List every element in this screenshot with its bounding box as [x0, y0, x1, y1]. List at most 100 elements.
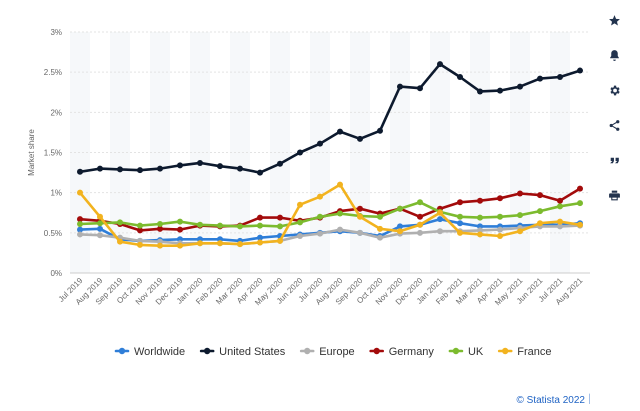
data-point-france [97, 213, 103, 220]
y-tick-label: 0.5% [44, 229, 62, 238]
legend-item-europe: Europe [319, 346, 354, 358]
data-point-united-states [277, 160, 283, 167]
data-point-germany [517, 190, 523, 197]
gear-icon [609, 85, 620, 95]
data-point-uk [137, 222, 143, 229]
settings-button[interactable] [596, 76, 632, 104]
data-point-uk [177, 218, 183, 225]
print-icon [608, 190, 620, 200]
data-point-france [77, 189, 83, 196]
data-point-france [457, 229, 463, 236]
share-button[interactable] [596, 111, 632, 139]
data-point-united-states [257, 169, 263, 176]
legend-item-france: France [517, 346, 551, 358]
data-point-united-states [337, 128, 343, 135]
notification-button[interactable] [596, 41, 632, 69]
data-point-uk [237, 223, 243, 230]
data-point-uk [417, 199, 423, 206]
data-point-united-states [237, 165, 243, 172]
data-point-germany [537, 192, 543, 199]
y-tick-label: 1% [50, 189, 62, 198]
data-point-united-states [377, 127, 383, 134]
data-point-france [277, 237, 283, 244]
y-tick-label: 0% [50, 269, 62, 278]
data-point-uk [577, 200, 583, 207]
data-point-worldwide [257, 234, 263, 241]
print-button[interactable] [596, 181, 632, 209]
legend-marker-france [502, 347, 509, 355]
share-icon [609, 119, 619, 131]
data-point-germany [157, 225, 163, 232]
data-point-france [117, 238, 123, 245]
data-point-uk [257, 222, 263, 229]
data-point-europe [557, 223, 563, 230]
data-point-europe [317, 230, 323, 237]
series-line-europe [78, 224, 582, 246]
y-axis-label: Market share [27, 129, 36, 176]
data-point-united-states [157, 165, 163, 172]
y-tick-label: 2.5% [44, 68, 62, 77]
data-point-united-states [197, 159, 203, 166]
data-point-uk [477, 214, 483, 221]
data-point-worldwide [397, 223, 403, 230]
y-tick-label: 3% [50, 28, 62, 37]
legend-item-uk: UK [468, 346, 484, 358]
data-point-france [237, 241, 243, 248]
quote-icon [609, 157, 619, 163]
data-point-united-states [397, 83, 403, 90]
data-point-france [537, 220, 543, 227]
data-point-uk [457, 213, 463, 220]
series-line-france [78, 183, 582, 247]
data-point-worldwide [457, 220, 463, 227]
data-point-germany [77, 216, 83, 223]
data-point-united-states [457, 73, 463, 80]
data-point-uk [197, 221, 203, 228]
data-point-united-states [417, 85, 423, 92]
data-point-europe [417, 229, 423, 236]
favorite-button[interactable] [596, 6, 632, 34]
data-point-france [517, 228, 523, 235]
data-point-united-states [497, 87, 503, 94]
data-point-france [397, 228, 403, 235]
data-point-uk [97, 220, 103, 227]
data-point-uk [557, 203, 563, 210]
data-point-worldwide [97, 225, 103, 232]
data-point-europe [357, 229, 363, 236]
data-point-germany [457, 199, 463, 206]
statista-credit: © Statista 2022 [516, 395, 585, 406]
legend-item-worldwide: Worldwide [134, 346, 185, 358]
data-point-uk [517, 212, 523, 219]
legend-marker-united-states [203, 347, 211, 355]
data-point-uk [337, 210, 343, 217]
data-point-germany [417, 213, 423, 220]
data-point-france [497, 233, 503, 240]
data-point-uk [537, 208, 543, 215]
data-point-united-states [297, 149, 303, 156]
data-point-france [337, 181, 343, 188]
data-point-uk [157, 220, 163, 227]
data-point-uk [497, 213, 503, 220]
star-icon [608, 14, 620, 25]
data-point-uk [277, 223, 283, 230]
legend-item-united-states: United States [219, 346, 286, 358]
data-point-united-states [577, 67, 583, 74]
data-point-france [317, 193, 323, 200]
data-point-united-states [477, 88, 483, 95]
data-point-united-states [317, 140, 323, 147]
data-point-germany [277, 214, 283, 221]
data-point-france [557, 218, 563, 225]
y-tick-label: 1.5% [44, 149, 62, 158]
data-point-united-states [517, 83, 523, 90]
data-point-germany [177, 226, 183, 233]
data-point-united-states [77, 168, 83, 175]
data-point-uk [377, 213, 383, 220]
data-point-germany [577, 185, 583, 192]
data-point-europe [497, 226, 503, 233]
data-point-germany [497, 195, 503, 202]
data-point-uk [77, 220, 83, 227]
data-point-germany [557, 197, 563, 204]
data-point-france [157, 242, 163, 249]
cite-button[interactable] [596, 146, 632, 174]
data-point-germany [137, 227, 143, 234]
